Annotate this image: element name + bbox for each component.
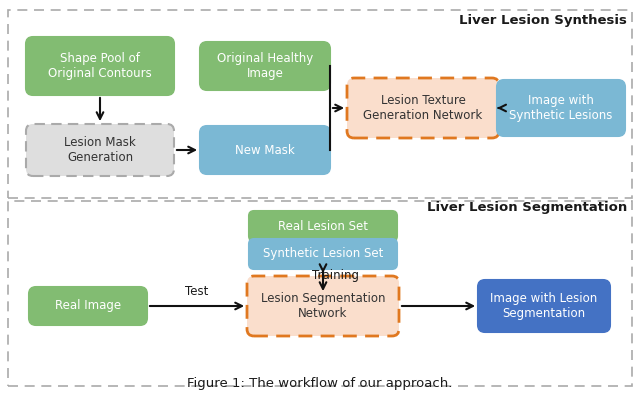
Text: Real Lesion Set: Real Lesion Set	[278, 219, 368, 232]
FancyBboxPatch shape	[249, 211, 397, 241]
FancyBboxPatch shape	[200, 42, 330, 90]
Text: Image with Lesion
Segmentation: Image with Lesion Segmentation	[490, 292, 598, 320]
FancyBboxPatch shape	[497, 80, 625, 136]
Text: Figure 1: The workflow of our approach.: Figure 1: The workflow of our approach.	[188, 377, 452, 390]
FancyBboxPatch shape	[347, 78, 499, 138]
Text: Lesion Segmentation
Network: Lesion Segmentation Network	[260, 292, 385, 320]
FancyBboxPatch shape	[8, 10, 632, 198]
Text: Lesion Texture
Generation Network: Lesion Texture Generation Network	[364, 94, 483, 122]
Text: Image with
Synthetic Lesions: Image with Synthetic Lesions	[509, 94, 612, 122]
FancyBboxPatch shape	[8, 201, 632, 386]
Text: Synthetic Lesion Set: Synthetic Lesion Set	[263, 247, 383, 260]
Text: Real Image: Real Image	[55, 299, 121, 312]
Text: Liver Lesion Segmentation: Liver Lesion Segmentation	[427, 201, 627, 214]
Text: Training: Training	[312, 269, 358, 282]
Text: Liver Lesion Synthesis: Liver Lesion Synthesis	[459, 14, 627, 27]
FancyBboxPatch shape	[29, 287, 147, 325]
FancyBboxPatch shape	[200, 126, 330, 174]
Text: Shape Pool of
Original Contours: Shape Pool of Original Contours	[48, 52, 152, 80]
Text: Lesion Mask
Generation: Lesion Mask Generation	[64, 136, 136, 164]
FancyBboxPatch shape	[478, 280, 610, 332]
FancyBboxPatch shape	[247, 276, 399, 336]
FancyBboxPatch shape	[26, 124, 174, 176]
Text: Test: Test	[186, 285, 209, 298]
FancyBboxPatch shape	[249, 239, 397, 269]
Text: New Mask: New Mask	[235, 143, 295, 156]
Text: Original Healthy
Image: Original Healthy Image	[217, 52, 313, 80]
FancyBboxPatch shape	[26, 37, 174, 95]
